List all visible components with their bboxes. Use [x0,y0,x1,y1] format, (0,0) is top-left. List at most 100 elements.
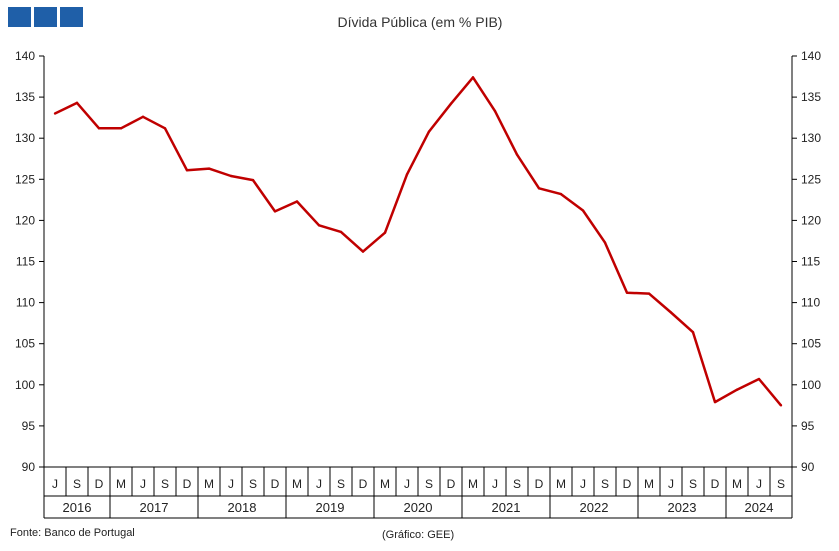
data-point [119,127,123,130]
data-point [53,112,57,115]
data-point [625,291,629,294]
credit-note: (Gráfico: GEE) [382,529,454,541]
data-point [647,292,651,295]
x-tick-label-quarter: J [316,477,322,491]
x-tick-label-quarter: M [380,477,390,491]
y-tick-label-right: 105 [801,337,821,351]
data-point [97,127,101,130]
x-tick-label-year: 2016 [63,500,92,515]
x-tick-label-year: 2020 [404,500,433,515]
x-tick-label-quarter: M [292,477,302,491]
data-point [779,404,783,407]
x-tick-label-year: 2023 [668,500,697,515]
y-tick-label-right: 135 [801,90,821,104]
data-point [603,241,607,244]
y-tick-label-right: 90 [801,460,815,474]
data-point [581,209,585,212]
x-tick-label-quarter: D [95,477,104,491]
y-tick-label-right: 125 [801,172,821,186]
x-tick-label-quarter: M [468,477,478,491]
data-point [559,192,563,196]
data-point [163,127,167,130]
x-tick-label-quarter: J [140,477,146,491]
data-point [317,224,321,227]
data-point [537,187,541,190]
data-point [383,231,387,234]
gee-logo [8,7,83,27]
data-point [427,130,431,133]
data-point [185,169,189,172]
y-axis-right: 90 95 100 105 110 115 120 125 130 135 140 [792,49,821,474]
data-point [295,200,299,203]
x-tick-label-quarter: J [668,477,674,491]
y-tick-label-left: 95 [22,419,36,433]
data-point [75,101,79,105]
data-point [141,115,145,119]
y-tick-label-right: 140 [801,49,821,63]
x-tick-label-quarter: J [756,477,762,491]
data-point [339,230,343,234]
data-point [735,388,739,391]
x-tick-label-quarter: D [711,477,720,491]
data-point [471,76,475,79]
x-tick-label-quarter: S [513,477,521,491]
data-point [207,167,211,170]
y-tick-label-right: 130 [801,131,821,145]
logo-block-1 [8,7,31,27]
data-point [757,377,761,381]
x-tick-label-year: 2022 [580,500,609,515]
y-tick-label-left: 140 [15,49,35,63]
y-axis-left: 90 95 100 105 110 115 120 125 130 135 140 [15,49,44,474]
data-points [53,76,783,407]
data-point [229,174,233,178]
data-point [251,178,255,182]
x-tick-label-quarter: S [777,477,785,491]
x-tick-label-quarter: D [359,477,368,491]
x-tick-label-year: 2017 [140,500,169,515]
data-point [493,109,497,113]
x-tick-label-quarter: S [601,477,609,491]
x-tick-label-quarter: J [492,477,498,491]
data-point [691,330,695,334]
x-tick-label-quarter: D [623,477,632,491]
y-tick-label-right: 110 [801,296,820,310]
y-tick-label-left: 120 [15,213,35,227]
x-tick-label-quarter: S [161,477,169,491]
y-tick-label-left: 90 [22,460,36,474]
y-tick-label-left: 125 [15,172,35,186]
logo-block-3 [60,7,83,27]
y-tick-label-right: 120 [801,213,821,227]
x-tick-label-quarter: M [556,477,566,491]
x-tick-label-quarter: J [228,477,234,491]
x-tick-label-quarter: D [535,477,544,491]
x-tick-label-quarter: S [425,477,433,491]
y-tick-label-right: 115 [801,255,820,269]
y-tick-label-right: 95 [801,419,815,433]
x-tick-label-quarter: J [404,477,410,491]
y-tick-label-left: 100 [15,378,35,392]
chart-title: Dívida Pública (em % PIB) [338,14,503,30]
y-tick-label-left: 130 [15,131,35,145]
data-point [515,153,519,156]
data-point [449,102,453,105]
chart-frame [43,56,793,519]
source-note: Fonte: Banco de Portugal [10,527,135,539]
x-tick-label-quarter: M [732,477,742,491]
x-tick-label-quarter: D [447,477,456,491]
x-tick-label-quarter: D [183,477,192,491]
x-tick-label-quarter: J [52,477,58,491]
x-tick-label-year: 2019 [316,500,345,515]
y-tick-label-right: 100 [801,378,821,392]
data-point [361,250,365,253]
y-tick-label-left: 135 [15,90,35,104]
x-tick-label-quarter: M [116,477,126,491]
series-line [54,76,782,407]
x-tick-label-quarter: S [337,477,345,491]
x-tick-label-year: 2021 [492,500,521,515]
x-tick-label-quarter: S [689,477,697,491]
x-tick-label-quarter: M [204,477,214,491]
y-tick-label-left: 105 [15,337,35,351]
x-tick-label-quarter: S [73,477,81,491]
x-tick-label-quarter: J [580,477,586,491]
